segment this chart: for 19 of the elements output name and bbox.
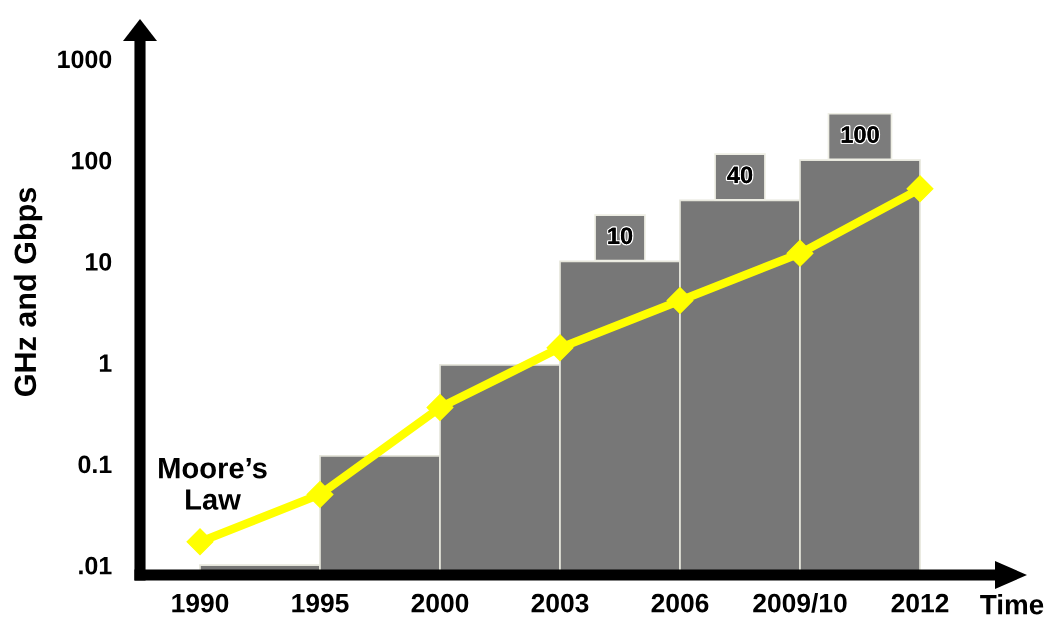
x-tick-label: 2000	[411, 593, 469, 613]
y-tick-label: 1000	[58, 50, 112, 69]
data-label: 10	[608, 227, 633, 245]
y-tick-label: 10	[85, 252, 112, 271]
x-tick-label: 2009/10	[753, 593, 847, 613]
y-tick-label: 1	[99, 354, 112, 372]
data-label: 100	[841, 126, 879, 143]
x-tick-label: 1990	[172, 593, 229, 613]
y-axis-title: GHz and Gbps	[13, 188, 43, 396]
x-tick-label: 2003	[531, 593, 589, 613]
y-tick-label: 100	[72, 151, 112, 170]
x-tick-label: 1995	[292, 593, 349, 613]
x-axis-title: Time	[980, 594, 1044, 615]
y-tick-label: .01	[79, 556, 112, 575]
x-tick-label: 2006	[651, 593, 709, 613]
y-tick-label: 0.1	[78, 455, 112, 474]
series-label: Moore’s Law	[159, 458, 267, 510]
data-label: 40	[727, 166, 753, 184]
x-tick-label: 2012	[891, 593, 949, 613]
